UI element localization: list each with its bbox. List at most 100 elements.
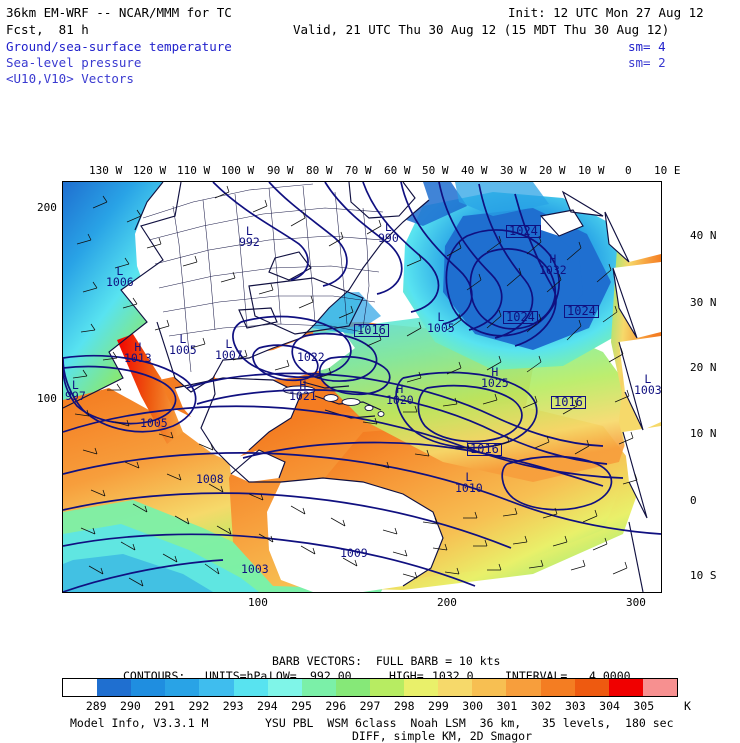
colorbar-swatch: [233, 679, 268, 696]
colorbar-swatch: [540, 679, 575, 696]
colorbar-swatch: [574, 679, 609, 696]
axis-top-tick: 120 W: [133, 164, 167, 177]
physics-options: YSU PBL WSM 6class Noah LSM 36 km, 35 le…: [265, 716, 674, 730]
axis-bottom-tick: 100: [248, 596, 268, 609]
isobar-label-boxed: 1016: [551, 396, 586, 409]
pressure-value-label: 1005: [140, 416, 168, 430]
axis-right-tick: 40 N: [690, 229, 717, 242]
colorbar-tick-labels: 289 290 291 292 293 294 295 296 297 298 299 300 301 3…: [62, 699, 678, 713]
axis-top-tick: 50 W: [422, 164, 449, 177]
low-marker: L: [465, 470, 473, 484]
high-marker: H: [299, 378, 307, 392]
axis-top-tick: 60 W: [384, 164, 411, 177]
colorbar-swatch: [267, 679, 302, 696]
colorbar-tick: 298: [393, 699, 415, 713]
pressure-low-label: L 1007: [215, 337, 243, 362]
axis-bottom-tick: 300: [626, 596, 646, 609]
map-graphics: [63, 182, 661, 592]
pressure-value-label: 1022: [297, 350, 325, 364]
colorbar-swatch: [608, 679, 643, 696]
pressure-low-label: L 1003: [634, 372, 662, 397]
pressure-high-label: H 1013: [124, 340, 152, 365]
diffusion-option: DIFF, simple KM, 2D Smagor: [352, 729, 533, 743]
colorbar-swatch: [63, 679, 98, 696]
field-label-temperature: Ground/sea-surface temperature: [6, 39, 232, 54]
map-plot-area[interactable]: L 992 L 1006 L 1005 H 1013 L 1007 L 990 1022 H…: [62, 181, 662, 593]
axis-top-tick: 10 E: [654, 164, 681, 177]
forecast-hour: Fcst, 81 h: [6, 22, 89, 37]
colorbar-swatch: [506, 679, 541, 696]
colorbar-tick: 294: [256, 699, 278, 713]
valid-time: Valid, 21 UTC Thu 30 Aug 12 (15 MDT Thu …: [293, 22, 670, 37]
colorbar-tick: 296: [325, 699, 347, 713]
colorbar-swatch: [404, 679, 439, 696]
pressure-high-label: H 1032: [539, 252, 567, 277]
axis-top-tick: 0: [625, 164, 632, 177]
colorbar-swatch: [301, 679, 336, 696]
isobar-label-boxed: 1024: [503, 311, 538, 324]
low-marker: L: [644, 372, 652, 386]
high-marker: H: [549, 252, 557, 266]
model-info: Model Info, V3.3.1 M: [70, 716, 209, 730]
high-marker: H: [396, 382, 404, 396]
axis-top-tick: 70 W: [345, 164, 372, 177]
pressure-value-label: 1008: [196, 472, 224, 486]
pressure-high-label: H 1021: [289, 378, 317, 403]
pressure-low-label: L 997: [65, 378, 86, 403]
colorbar-tick: 299: [428, 699, 449, 713]
field-label-vectors: <U10,V10> Vectors: [6, 71, 134, 86]
pressure-low-label: L 1005: [169, 332, 197, 357]
axis-top-tick: 20 W: [539, 164, 566, 177]
high-marker: H: [491, 365, 499, 379]
low-marker: L: [71, 378, 79, 392]
init-time: Init: 12 UTC Mon 27 Aug 12: [508, 5, 704, 20]
colorbar-swatch: [165, 679, 200, 696]
pressure-low-label: L 1005: [427, 310, 455, 335]
colorbar-tick: 300: [462, 699, 484, 713]
isobar-layer: [63, 182, 661, 592]
pressure-low-label: L 990: [378, 220, 399, 245]
high-marker: H: [134, 340, 142, 354]
low-marker: L: [116, 264, 124, 278]
political-boundary-layer: [142, 183, 384, 373]
colorbar-swatch: [642, 679, 677, 696]
colorbar-tick: 297: [359, 699, 381, 713]
pressure-value-label: 1009: [340, 546, 368, 560]
axis-left-tick: 100: [37, 392, 57, 405]
colorbar-tick: 303: [564, 699, 586, 713]
colorbar-tick: 305: [633, 699, 655, 713]
colorbar-tick: 295: [291, 699, 312, 713]
colorbar-tick: 301: [496, 699, 518, 713]
wind-barb-layer: [72, 185, 638, 587]
low-marker: L: [245, 224, 253, 238]
isobar-label-boxed: 1024: [564, 305, 599, 318]
axis-top-tick: 30 W: [500, 164, 527, 177]
colorbar-tick: 290: [120, 699, 141, 713]
axis-left-tick: 200: [37, 201, 57, 214]
axis-top-tick: 100 W: [221, 164, 255, 177]
land-mask-layer: [135, 182, 661, 592]
colorbar-tick: 291: [154, 699, 176, 713]
colorbar-tick: 289: [85, 699, 107, 713]
low-marker: L: [437, 310, 445, 324]
colorbar-swatch: [97, 679, 132, 696]
colorbar-tick: 302: [530, 699, 552, 713]
model-title: 36km EM-WRF -- NCAR/MMM for TC: [6, 5, 232, 20]
axis-top-tick: 90 W: [267, 164, 294, 177]
isobar-label-boxed: 1016: [467, 443, 502, 456]
pressure-low-label: L 1006: [106, 264, 134, 289]
axis-top-tick: 10 W: [578, 164, 605, 177]
smoothing-temperature: sm= 4: [628, 39, 666, 54]
colorbar-tick: 304: [599, 699, 620, 713]
forecast-map[interactable]: L 992 L 1006 L 1005 H 1013 L 1007 L 990 1022 H…: [62, 181, 662, 593]
temperature-colorbar[interactable]: [62, 678, 678, 697]
isobar-label-boxed: 1024: [506, 225, 541, 238]
axis-top-tick: 130 W: [89, 164, 123, 177]
colorbar-swatch: [438, 679, 473, 696]
colorbar-swatch: [472, 679, 507, 696]
axis-right-tick: 10 S: [690, 569, 717, 582]
pressure-low-label: L 1010: [455, 470, 483, 495]
axis-right-tick: 10 N: [690, 427, 717, 440]
axis-bottom-tick: 200: [437, 596, 457, 609]
isobar-label-boxed: 1016: [354, 324, 389, 337]
